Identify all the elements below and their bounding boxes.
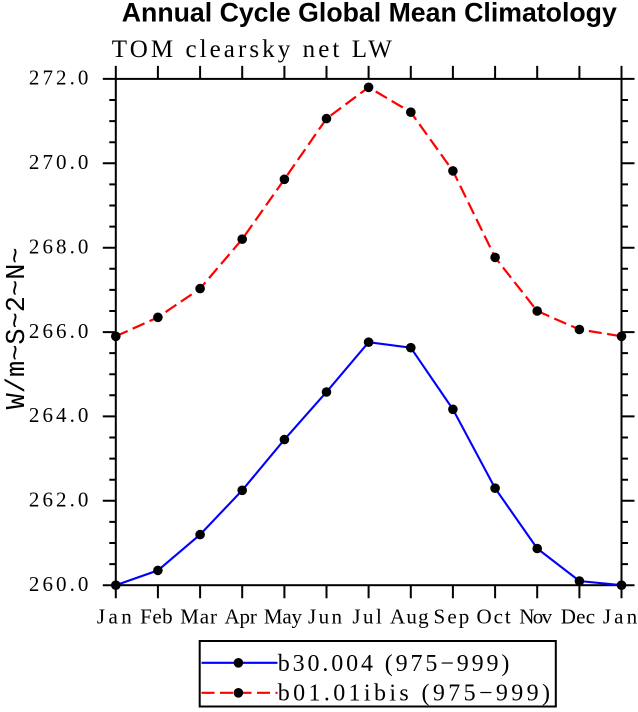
svg-text:Mar: Mar bbox=[180, 605, 217, 629]
svg-text:May: May bbox=[264, 605, 303, 629]
svg-text:Feb: Feb bbox=[140, 605, 173, 629]
svg-text:Nov: Nov bbox=[519, 605, 552, 629]
svg-text:TOM clearsky net LW: TOM clearsky net LW bbox=[112, 36, 392, 63]
svg-text:Oct: Oct bbox=[477, 605, 511, 629]
svg-text:Jan: Jan bbox=[603, 605, 638, 629]
svg-text:268.0: 268.0 bbox=[29, 234, 89, 258]
svg-text:262.0: 262.0 bbox=[29, 488, 89, 512]
svg-text:Jun: Jun bbox=[308, 605, 342, 629]
svg-text:266.0: 266.0 bbox=[29, 319, 89, 343]
svg-text:W/m~S~2~N~: W/m~S~2~N~ bbox=[3, 247, 33, 409]
svg-text:Annual Cycle Global Mean Clima: Annual Cycle Global Mean Climatology bbox=[122, 0, 617, 27]
svg-text:264.0: 264.0 bbox=[29, 403, 89, 427]
svg-text:Apr: Apr bbox=[225, 605, 257, 629]
svg-text:Dec: Dec bbox=[561, 605, 595, 629]
svg-text:272.0: 272.0 bbox=[29, 66, 89, 90]
svg-text:Aug: Aug bbox=[390, 605, 429, 629]
svg-text:Jul: Jul bbox=[352, 605, 382, 629]
svg-text:Jan: Jan bbox=[97, 605, 132, 629]
svg-text:Sep: Sep bbox=[434, 605, 470, 629]
svg-text:270.0: 270.0 bbox=[29, 150, 89, 174]
svg-text:b01.01ibis (975−999): b01.01ibis (975−999) bbox=[278, 681, 550, 707]
svg-text:260.0: 260.0 bbox=[29, 572, 89, 596]
